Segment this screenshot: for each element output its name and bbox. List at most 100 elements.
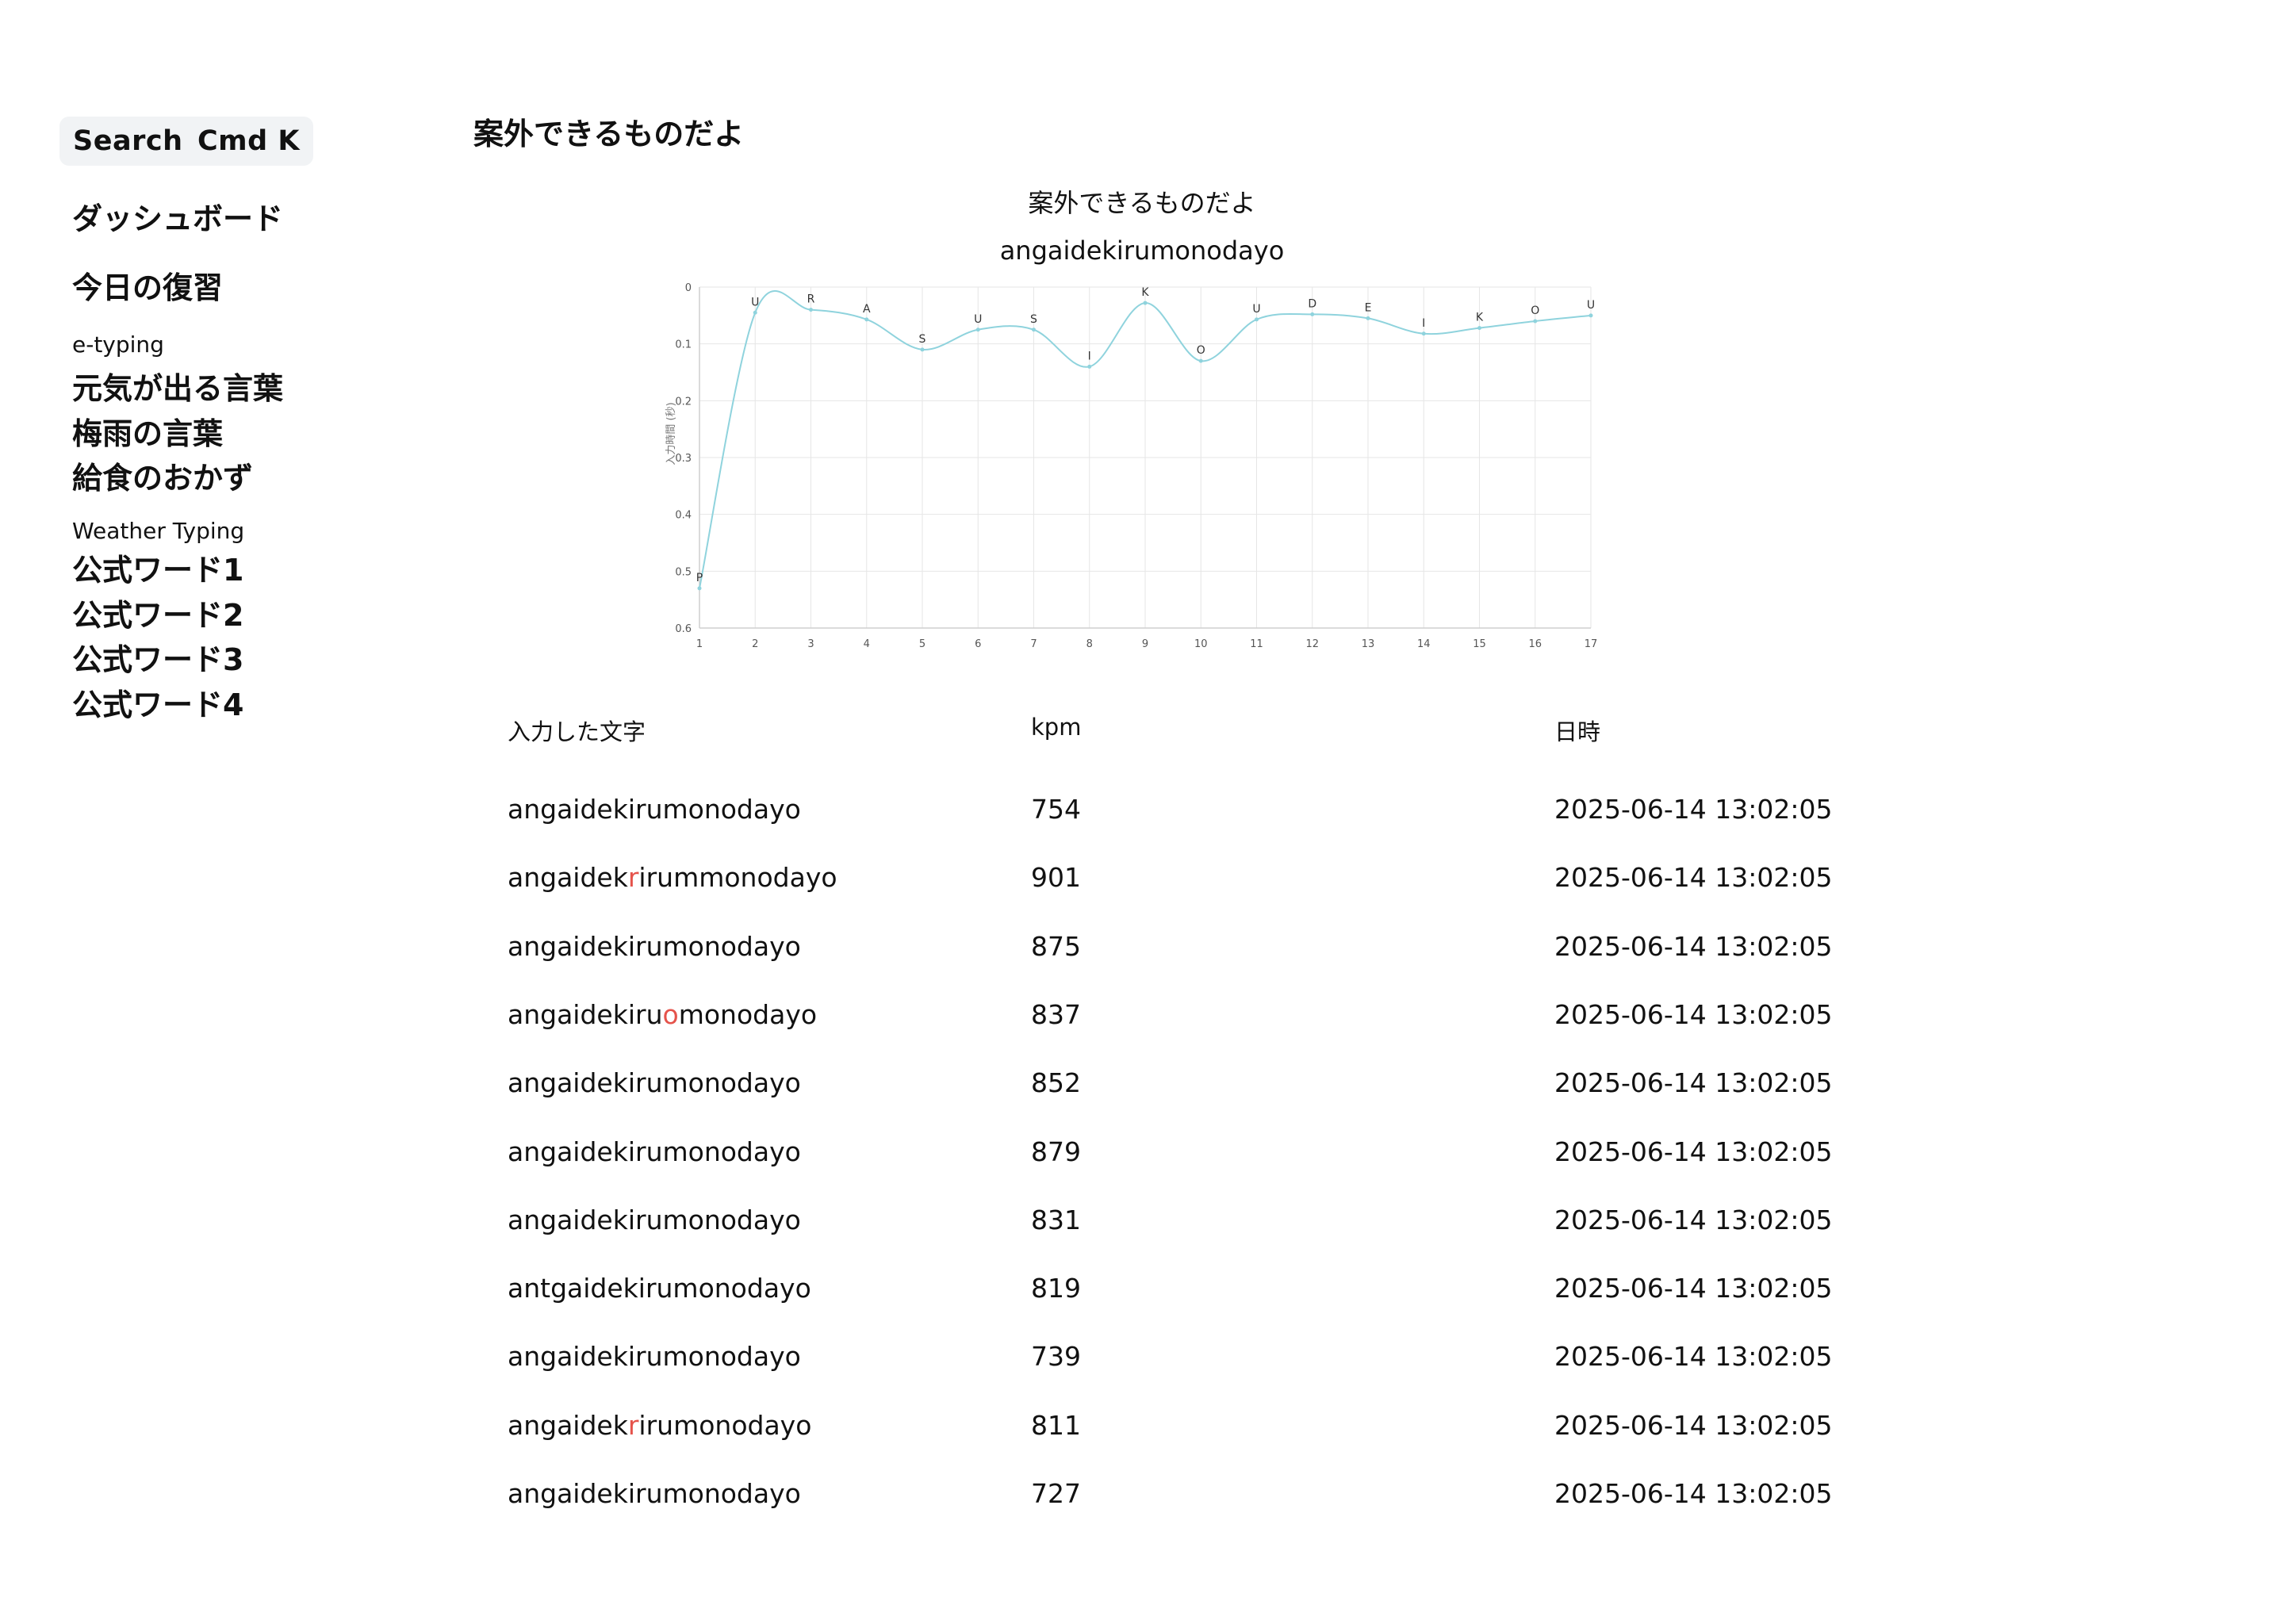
column-header-datetime: 日時 (1554, 718, 1601, 745)
typed-text: antgaidekirumonodayo (508, 1273, 811, 1304)
point-label: U (1587, 299, 1595, 312)
sidebar-item-dashboard[interactable]: ダッシュボード (72, 201, 284, 236)
cell-kpm: 831 (1031, 1204, 1081, 1235)
point-label: U (974, 313, 982, 326)
point-label: D (1308, 297, 1316, 310)
cell-typed: angaidekiruomonodayo (508, 981, 817, 1049)
y-tick-label: 0 (685, 282, 692, 294)
x-tick-label: 9 (1142, 638, 1148, 650)
x-tick-label: 6 (975, 638, 981, 650)
point-label: S (1030, 313, 1037, 326)
cell-kpm: 837 (1031, 998, 1081, 1030)
point-label: S (919, 333, 926, 346)
cell-typed: angaidekirumonodayo (508, 1049, 801, 1117)
cell-datetime: 2025-06-14 13:02:05 (1554, 1204, 1833, 1235)
table-row: angaidekirumonodayo 879 2025-06-14 13:02:0… (473, 1118, 1901, 1186)
x-tick-label: 17 (1585, 638, 1598, 650)
table-row: angaidekirumonodayo 875 2025-06-14 13:02:0… (473, 913, 1901, 981)
point-label: O (1197, 344, 1205, 357)
data-point (1533, 319, 1538, 324)
x-tick-label: 5 (919, 638, 925, 650)
x-tick-label: 7 (1030, 638, 1037, 650)
x-tick-label: 10 (1194, 638, 1208, 650)
cell-typed: angaidekirumonodayo (508, 913, 801, 981)
cell-datetime: 2025-06-14 13:02:05 (1554, 930, 1833, 962)
cell-datetime: 2025-06-14 13:02:05 (1554, 998, 1833, 1030)
cell-kpm: 727 (1031, 1478, 1081, 1509)
cell-typed: angaidekrirummonodayo (508, 844, 837, 912)
typo-char: r (627, 862, 639, 894)
typed-text: angaidekirumonodayo (508, 1136, 801, 1167)
cell-kpm: 875 (1031, 930, 1081, 962)
data-point (809, 308, 813, 312)
typed-text: angaidekiru (508, 998, 663, 1030)
table-row: antgaidekirumonodayo 819 2025-06-14 13:02:… (473, 1254, 1901, 1323)
cell-kpm: 879 (1031, 1136, 1081, 1167)
sidebar-item-word2[interactable]: 公式ワード2 (72, 598, 244, 633)
data-point (753, 310, 757, 315)
x-tick-label: 11 (1250, 638, 1263, 650)
data-point (920, 347, 925, 352)
y-axis-label: 入力時間 (秒) (665, 402, 677, 465)
sidebar-item-tsuyu[interactable]: 梅雨の言葉 (72, 416, 224, 451)
data-point (1087, 364, 1092, 369)
data-point (975, 327, 980, 332)
typed-text: irummonodayo (638, 862, 837, 894)
y-tick-label: 0.2 (675, 396, 692, 408)
sidebar-item-word4[interactable]: 公式ワード4 (72, 688, 244, 722)
cell-datetime: 2025-06-14 13:02:05 (1554, 1409, 1833, 1441)
point-label: U (1252, 303, 1260, 316)
cell-kpm: 819 (1031, 1273, 1081, 1304)
x-tick-label: 12 (1305, 638, 1319, 650)
cell-datetime: 2025-06-14 13:02:05 (1554, 1136, 1833, 1167)
data-point (1143, 301, 1148, 305)
sidebar-item-genki[interactable]: 元気が出る言葉 (72, 371, 284, 406)
point-label: K (1141, 286, 1149, 299)
search-shortcut: Cmd K (197, 125, 300, 157)
cell-kpm: 901 (1031, 862, 1081, 894)
y-tick-label: 0.3 (675, 453, 692, 465)
data-point (1588, 313, 1593, 318)
sidebar-item-word1[interactable]: 公式ワード1 (72, 553, 244, 588)
table-row: angaidekrirumonodayo 811 2025-06-14 13:02:… (473, 1392, 1901, 1460)
sidebar-item-review[interactable]: 今日の復習 (72, 270, 224, 305)
typed-text: irumonodayo (638, 1409, 812, 1441)
search-button[interactable]: Search Cmd K (59, 117, 313, 166)
column-header-typed: 入力した文字 (508, 718, 646, 745)
cell-kpm: 852 (1031, 1067, 1081, 1099)
table-row: angaidekirumonodayo 754 2025-06-14 13:02:0… (473, 776, 1901, 844)
cell-typed: angaidekrirumonodayo (508, 1392, 811, 1460)
sidebar-group-label: Weather Typing (72, 518, 245, 544)
cell-datetime: 2025-06-14 13:02:05 (1554, 1478, 1833, 1509)
table-row: angaidekirumonodayo 852 2025-06-14 13:02:0… (473, 1049, 1901, 1117)
x-tick-label: 8 (1086, 638, 1093, 650)
x-tick-label: 1 (696, 638, 703, 650)
cell-typed: angaidekirumonodayo (508, 1118, 801, 1186)
sidebar-item-kyushoku[interactable]: 給食のおかず (72, 461, 254, 496)
typed-text: angaidek (508, 862, 628, 894)
typed-text: angaidekirumonodayo (508, 930, 801, 962)
y-tick-label: 0.1 (675, 339, 692, 351)
data-point (697, 586, 702, 591)
sidebar: Search Cmd K ダッシュボード 今日の復習 e-typing 元気が出… (0, 0, 444, 1624)
cell-typed: angaidekirumonodayo (508, 1323, 801, 1391)
search-label: Search (73, 125, 183, 157)
data-point (1198, 358, 1203, 363)
x-tick-label: 4 (864, 638, 870, 650)
typed-text: angaidekirumonodayo (508, 1067, 801, 1099)
point-label: A (863, 303, 871, 316)
cell-kpm: 739 (1031, 1341, 1081, 1373)
column-header-kpm: kpm (1031, 714, 1082, 741)
cell-typed: antgaidekirumonodayo (508, 1254, 811, 1323)
sidebar-item-word3[interactable]: 公式ワード3 (72, 642, 244, 677)
y-tick-label: 0.5 (675, 566, 692, 578)
page-title: 案外できるものだよ (473, 117, 745, 151)
typing-time-chart: 00.10.20.30.40.50.61 2 3 4 5 6 7 8 9 10 11 12 13 14 15… (665, 282, 1598, 650)
typed-text: angaidek (508, 1409, 628, 1441)
cell-kpm: 811 (1031, 1409, 1081, 1441)
table-row: angaidekirumonodayo 831 2025-06-14 13:02:0… (473, 1186, 1901, 1254)
cell-datetime: 2025-06-14 13:02:05 (1554, 794, 1833, 825)
sidebar-group-label: e-typing (72, 331, 164, 358)
point-label: I (1088, 350, 1091, 362)
x-tick-label: 3 (807, 638, 814, 650)
